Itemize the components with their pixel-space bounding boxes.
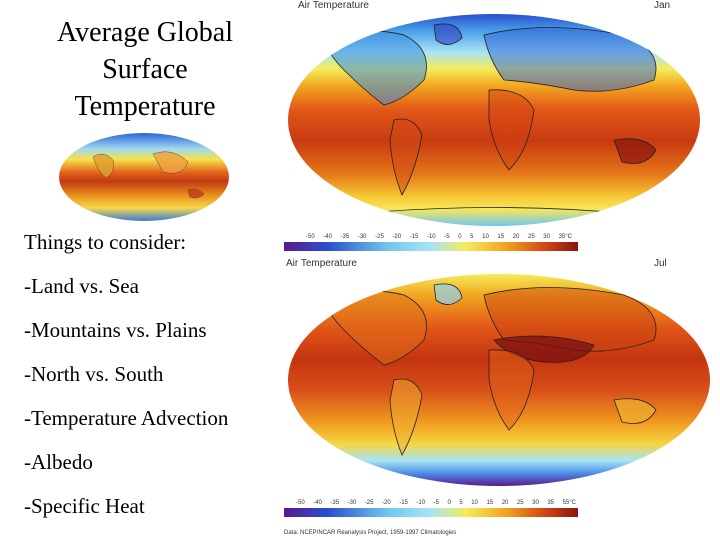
jan-temperature-map <box>288 14 700 226</box>
title-line-1: Average Global <box>57 17 233 48</box>
jan-scale-ticks: -50 -40 -35 -30 -25 -20 -15 -10 -5 0 5 10 15 20 25 30 35… <box>306 234 572 240</box>
scale-tick-label: 5 <box>459 500 463 506</box>
scale-tick-label: 30 <box>532 500 539 506</box>
title-line-3: Temperature <box>74 91 216 122</box>
scale-tick-label: -15 <box>409 234 419 240</box>
jul-scale-ticks: -50 -40 -35 -30 -25 -20 -15 -10 -5 0 5 10 15 20 25 30 35… <box>296 500 576 506</box>
scale-tick-label: -5 <box>433 500 439 506</box>
scale-tick-label: -50 <box>296 500 305 506</box>
scale-tick-label: -20 <box>382 500 391 506</box>
jul-map-title: Air Temperature <box>286 258 357 269</box>
scale-tick-label: 5 <box>470 234 474 240</box>
scale-tick-label: -35 <box>330 500 340 506</box>
scale-tick-label: -30 <box>347 500 357 506</box>
scale-tick-label: 25 <box>516 500 524 506</box>
scale-tick-label: -40 <box>323 234 332 240</box>
scale-tick-label: -15 <box>399 500 408 506</box>
scale-tick-label: 10 <box>471 500 478 506</box>
considerations-list: Things to consider: -Land vs. Sea -Mount… <box>24 226 284 534</box>
jan-color-scale <box>284 242 578 251</box>
scale-tick-label: -40 <box>313 500 322 506</box>
scale-tick-label: -10 <box>426 234 436 240</box>
scale-tick-label: 15 <box>486 500 494 506</box>
scale-tick-label: 35 <box>547 500 555 506</box>
scale-tick-label: -30 <box>357 234 367 240</box>
scale-tick-label: -50 <box>306 234 315 240</box>
scale-tick-label: -5 <box>444 234 450 240</box>
jul-color-scale <box>284 508 578 517</box>
scale-tick-label: 15 <box>497 234 505 240</box>
list-item: -Land vs. Sea <box>24 274 139 298</box>
slide-title: Average Global Surface Temperature <box>20 14 270 125</box>
scale-tick-label: 35°C <box>558 234 572 240</box>
scale-tick-label: -25 <box>364 500 374 506</box>
data-source-footer: Data: NCEP/NCAR Reanalysis Project, 1959… <box>284 530 457 536</box>
list-item: -Albedo <box>24 450 93 474</box>
scale-tick-label: 55°C <box>562 500 576 506</box>
jan-map-title: Air Temperature <box>298 0 369 11</box>
jul-map-month: Jul <box>654 258 667 269</box>
list-item: -North vs. South <box>24 362 164 386</box>
list-item: -Temperature Advection <box>24 406 229 430</box>
scale-tick-label: 30 <box>543 234 550 240</box>
list-item: -Specific Heat <box>24 494 145 518</box>
scale-tick-label: 20 <box>512 234 520 240</box>
scale-tick-label: -20 <box>392 234 402 240</box>
list-item: -Mountains vs. Plains <box>24 318 207 342</box>
scale-tick-label: 0 <box>458 234 462 240</box>
jul-temperature-map <box>288 274 710 486</box>
thumbnail-temperature-map <box>59 133 229 221</box>
scale-tick-label: 25 <box>528 234 535 240</box>
scale-tick-label: 0 <box>447 500 451 506</box>
scale-tick-label: -10 <box>416 500 426 506</box>
list-intro: Things to consider: <box>24 230 187 254</box>
title-line-2: Surface <box>102 54 188 85</box>
jan-map-month: Jan <box>654 0 671 11</box>
scale-tick-label: 20 <box>501 500 509 506</box>
scale-tick-label: 10 <box>482 234 489 240</box>
scale-tick-label: -35 <box>340 234 350 240</box>
scale-tick-label: -25 <box>375 234 384 240</box>
